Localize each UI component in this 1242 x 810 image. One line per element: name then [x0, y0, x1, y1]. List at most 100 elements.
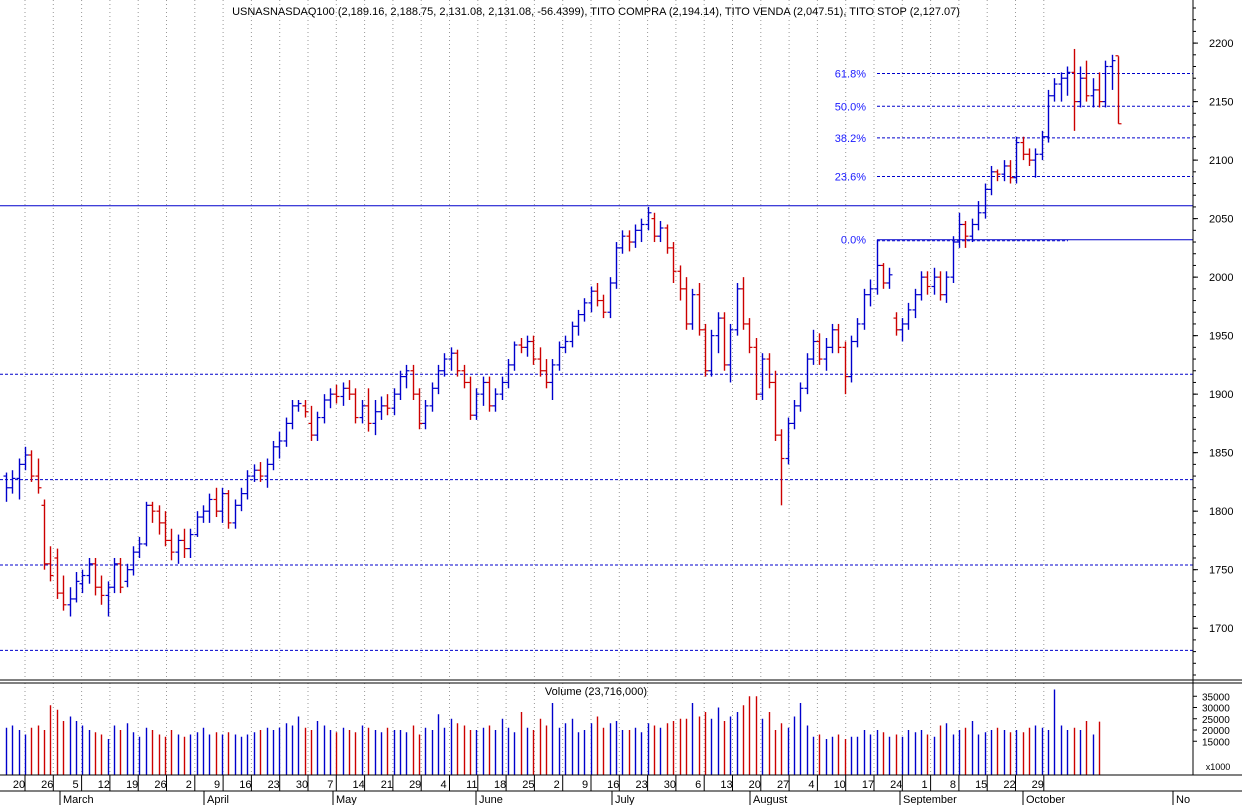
ohlc-bar	[378, 396, 385, 420]
ohlc-bar	[848, 335, 855, 383]
axes	[0, 0, 1242, 792]
ohlc-bar	[499, 376, 506, 401]
ohlc-bar	[962, 220, 969, 248]
ohlc-bar	[143, 501, 150, 547]
ohlc-bar	[702, 323, 709, 377]
ohlc-bar	[772, 370, 779, 441]
day-label: 6	[695, 779, 701, 791]
ohlc-bar	[943, 271, 950, 303]
ohlc-bar	[1071, 48, 1078, 131]
ohlc-bar	[556, 341, 563, 371]
ohlc-bar	[480, 376, 487, 406]
ohlc-bar	[581, 298, 588, 322]
ohlc-bar	[975, 201, 982, 231]
day-label: 13	[720, 779, 732, 791]
ohlc-bar	[321, 394, 328, 424]
ohlc-bar	[505, 359, 512, 389]
ohlc-bar	[365, 388, 372, 432]
ohlc-bar	[346, 380, 353, 401]
ohlc-bar	[359, 400, 366, 424]
ohlc-bar	[219, 487, 226, 523]
ohlc-bar	[60, 575, 67, 611]
ohlc-bar	[372, 400, 379, 436]
ohlc-bar	[187, 528, 194, 558]
price-tick-label: 1800	[1209, 506, 1233, 518]
price-tick-label: 2150	[1209, 97, 1233, 109]
volume-title: Volume (23,716,000)	[545, 686, 647, 698]
ohlc-bar	[73, 572, 80, 603]
ohlc-bar	[613, 242, 620, 289]
ohlc-bar	[651, 212, 658, 243]
ohlc-bar	[600, 294, 607, 319]
volume-bars	[5, 689, 1101, 775]
ohlc-bar	[35, 458, 42, 494]
day-label: 20	[13, 779, 25, 791]
ohlc-bar	[1026, 148, 1033, 166]
ohlc-bar	[492, 388, 499, 412]
ohlc-bar	[461, 364, 468, 389]
ohlc-bar	[1001, 160, 1008, 182]
price-bars	[3, 48, 1122, 617]
day-label: 9	[582, 779, 588, 791]
ohlc-bar	[22, 446, 29, 471]
day-label: 24	[890, 779, 902, 791]
ohlc-bar	[778, 429, 785, 506]
ohlc-bar	[912, 288, 919, 319]
day-label: 7	[327, 779, 333, 791]
day-label: 2	[186, 779, 192, 791]
ohlc-bar	[632, 224, 639, 248]
ohlc-bar	[257, 462, 264, 482]
volume-tick-label: 30000	[1202, 704, 1230, 715]
price-tick-label: 1750	[1209, 565, 1233, 577]
ohlc-bar	[823, 337, 830, 371]
month-label: May	[336, 794, 357, 805]
ohlc-bar	[149, 501, 156, 523]
ohlc-bar	[569, 321, 576, 348]
ohlc-bar	[543, 359, 550, 389]
ohlc-bar	[1083, 60, 1090, 102]
ohlc-bar	[448, 347, 455, 371]
ohlc-bar	[645, 206, 652, 231]
ohlc-bar	[244, 470, 251, 500]
ohlc-bar	[79, 569, 86, 594]
day-label: 22	[1003, 779, 1015, 791]
ohlc-bar	[384, 394, 391, 416]
day-label: 4	[808, 779, 814, 791]
ohlc-bar	[670, 242, 677, 283]
ohlc-bar	[105, 581, 112, 617]
ohlc-bar	[181, 528, 188, 558]
ohlc-bar	[264, 458, 271, 488]
ohlc-bar	[829, 323, 836, 354]
day-label: 16	[607, 779, 619, 791]
ohlc-bar	[238, 487, 245, 512]
ohlc-bar	[918, 271, 925, 301]
ohlc-bar	[124, 563, 131, 588]
ohlc-bar	[3, 472, 10, 502]
ohlc-bar	[486, 376, 493, 412]
day-label: 18	[494, 779, 506, 791]
ohlc-bar	[924, 271, 931, 295]
ohlc-bar	[931, 267, 938, 295]
ohlc-bar	[562, 335, 569, 354]
day-label: 20	[749, 779, 761, 791]
fib-label: 38.2%	[835, 133, 866, 145]
price-tick-label: 2050	[1209, 214, 1233, 226]
ohlc-bar	[194, 511, 201, 537]
ohlc-bar	[696, 282, 703, 336]
ohlc-bar	[905, 302, 912, 330]
ohlc-bar	[619, 230, 626, 254]
ohlc-bar	[657, 220, 664, 243]
ohlc-bar	[289, 400, 296, 430]
day-label: 29	[409, 779, 421, 791]
ohlc-bar	[1020, 136, 1027, 161]
month-label: June	[479, 794, 503, 805]
ohlc-bar	[41, 499, 48, 570]
ohlc-bar	[969, 218, 976, 243]
day-label: 23	[268, 779, 280, 791]
ohlc-bar	[1013, 136, 1020, 184]
volume-unit-label: x1000	[1206, 762, 1231, 772]
ohlc-bar	[1007, 160, 1014, 184]
ohlc-bar	[982, 183, 989, 219]
day-label: 14	[352, 779, 364, 791]
